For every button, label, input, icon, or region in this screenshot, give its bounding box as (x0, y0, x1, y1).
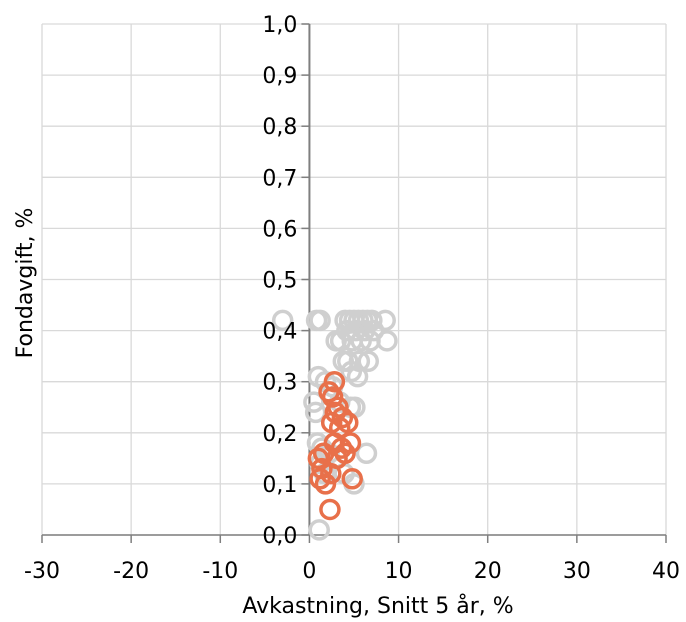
data-point (319, 498, 341, 521)
data-point (334, 442, 356, 464)
y-tick-label: 0,8 (262, 115, 297, 140)
data-point (309, 309, 331, 332)
data-point (303, 391, 325, 413)
y-tick-label: 0,0 (262, 524, 297, 549)
data-point (323, 370, 346, 393)
x-tick-label: -30 (24, 559, 60, 584)
y-tick-label: 0,5 (262, 269, 297, 294)
y-tick-label: 1,0 (262, 13, 297, 38)
data-point (350, 330, 372, 352)
data-point (312, 442, 335, 464)
data-point (353, 319, 376, 342)
data-point (329, 330, 352, 352)
x-tick-label: -20 (113, 559, 149, 584)
data-point (355, 442, 378, 464)
data-point (341, 468, 363, 490)
y-tick-label: 0,7 (262, 166, 297, 191)
data-point (331, 406, 354, 429)
y-axis-title: Fondavgift, % (13, 208, 38, 359)
series-layer (271, 309, 398, 541)
series-orange (307, 370, 363, 521)
y-tick-label: 0,2 (262, 422, 297, 447)
data-point (308, 519, 330, 541)
x-axis-title: Avkastning, Snitt 5 år, % (242, 593, 513, 619)
data-point (321, 386, 344, 408)
data-point (337, 411, 359, 434)
y-tick-label: 0,1 (262, 473, 297, 498)
data-point (337, 350, 359, 373)
data-point (362, 319, 385, 342)
data-point (320, 462, 342, 485)
x-tick-label: 40 (652, 559, 680, 584)
x-tick-label: 10 (385, 559, 413, 584)
data-point (359, 330, 381, 352)
y-tick-label: 0,4 (262, 320, 297, 345)
y-tick-label: 0,6 (262, 217, 297, 242)
x-tick-label: 0 (302, 559, 316, 584)
data-point (309, 468, 331, 490)
data-point (374, 309, 396, 332)
label-layer: -30 -20 -10 0 10 20 30 40 0,0 0,1 0,2 0,3 0,4 0,5 0,6 0… (24, 13, 680, 584)
x-tick-label: 30 (563, 559, 591, 584)
y-tick-label: 0,9 (262, 64, 297, 89)
y-tick-label: 0,3 (262, 371, 297, 396)
x-tick-label: -10 (202, 559, 238, 584)
x-tick-label: 20 (474, 559, 502, 584)
data-point (314, 473, 337, 495)
data-point (357, 350, 380, 373)
data-point (271, 309, 294, 332)
data-point (346, 365, 369, 388)
data-point (339, 432, 362, 454)
axis-layer (41, 23, 667, 543)
